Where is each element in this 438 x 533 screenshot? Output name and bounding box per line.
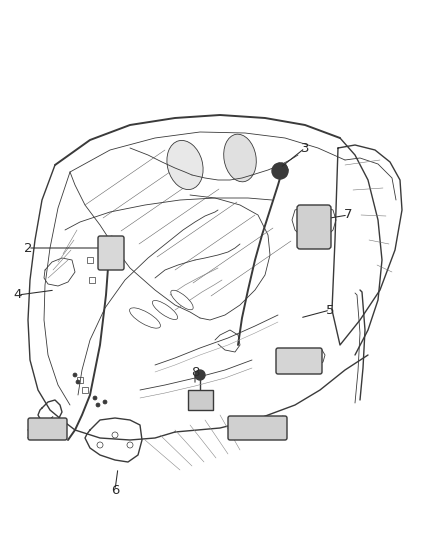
Text: 1: 1: [251, 429, 259, 441]
FancyBboxPatch shape: [28, 418, 67, 440]
Circle shape: [272, 163, 288, 179]
Circle shape: [106, 248, 116, 258]
Bar: [82, 387, 88, 393]
Bar: [77, 377, 83, 383]
Text: 8: 8: [191, 367, 199, 379]
Text: 2: 2: [24, 241, 32, 254]
Bar: [87, 257, 93, 263]
Circle shape: [76, 380, 80, 384]
Text: 5: 5: [326, 303, 334, 317]
Circle shape: [276, 167, 284, 175]
Text: 4: 4: [14, 288, 22, 302]
Circle shape: [103, 400, 107, 404]
FancyBboxPatch shape: [98, 236, 124, 270]
FancyBboxPatch shape: [188, 390, 213, 410]
Ellipse shape: [224, 134, 256, 182]
Ellipse shape: [167, 140, 203, 190]
FancyBboxPatch shape: [276, 348, 322, 374]
Circle shape: [195, 370, 205, 380]
Ellipse shape: [130, 308, 160, 328]
Bar: [89, 277, 95, 283]
Circle shape: [304, 217, 324, 237]
Text: 1: 1: [26, 429, 34, 441]
FancyBboxPatch shape: [228, 416, 287, 440]
Circle shape: [310, 223, 318, 231]
Circle shape: [96, 403, 100, 407]
Ellipse shape: [152, 301, 178, 319]
Circle shape: [73, 373, 77, 377]
Ellipse shape: [171, 290, 193, 310]
Circle shape: [93, 396, 97, 400]
FancyBboxPatch shape: [297, 205, 331, 249]
Text: 3: 3: [301, 141, 309, 155]
Text: 7: 7: [344, 208, 352, 222]
Text: 6: 6: [111, 483, 119, 497]
